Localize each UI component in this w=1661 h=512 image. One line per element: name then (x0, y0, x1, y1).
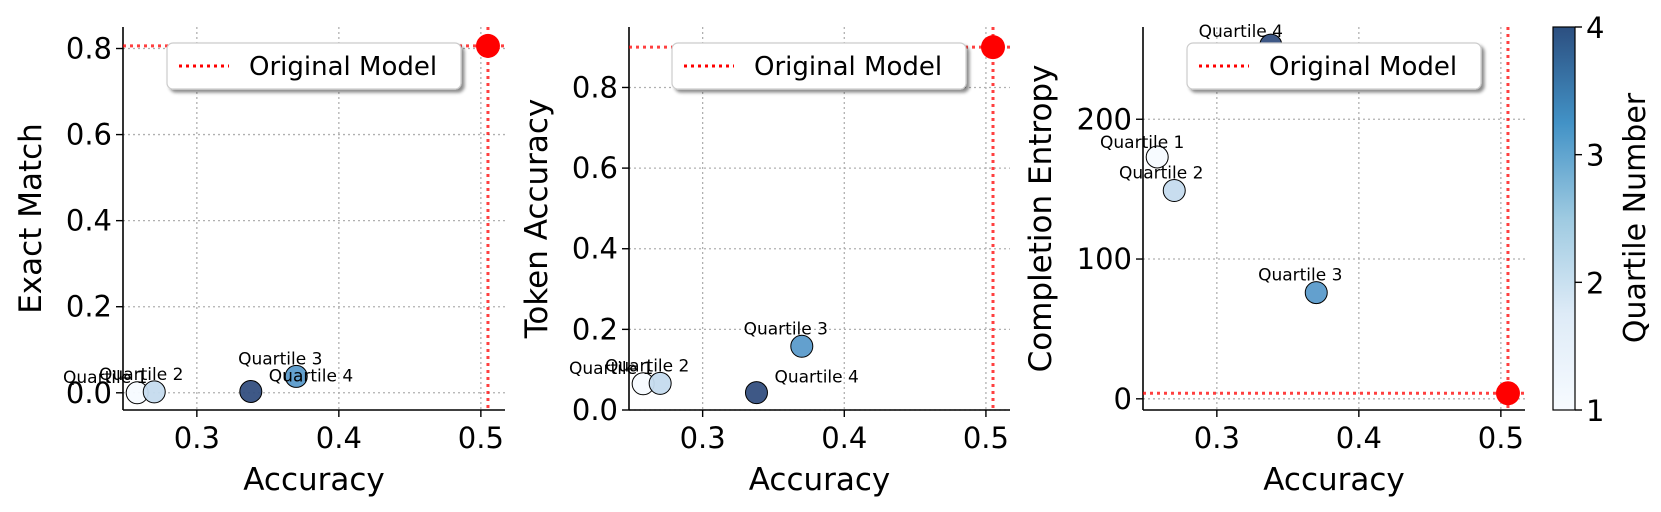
data-label-quartile-4: Quartile 4 (774, 368, 858, 388)
data-label-quartile-1: Quartile 1 (569, 359, 653, 379)
y-tick-label: 200 (1077, 102, 1132, 136)
y-axis-label: Completion Entropy (1023, 65, 1059, 373)
x-tick-label: 0.3 (174, 421, 220, 455)
y-tick-label: 0.6 (572, 151, 618, 185)
data-point-quartile-2 (648, 371, 672, 395)
colorbar: 1 2 3 4 Quartile Number (1552, 11, 1653, 428)
data-label-quartile-2: Quartile 2 (1119, 164, 1203, 184)
reference-point (1495, 381, 1520, 406)
x-tick-label: 0.4 (821, 421, 867, 455)
y-axis-label: Token Accuracy (519, 99, 555, 340)
x-axis-label: Accuracy (749, 462, 891, 498)
colorbar-tick-label: 1 (1586, 394, 1604, 428)
y-tick-label: 0.0 (572, 393, 618, 427)
data-label-quartile-2: Quartile 2 (605, 356, 689, 376)
data-point-quartile-3 (1304, 281, 1328, 305)
legend: Original Model (1186, 42, 1482, 90)
y-axis-label: Exact Match (13, 123, 49, 314)
data-point-quartile-3 (284, 364, 308, 388)
legend-box (1186, 42, 1482, 90)
legend: Original Model (671, 42, 967, 90)
data-label-quartile-2: Quartile 2 (99, 365, 183, 385)
data-label-quartile-3: Quartile 3 (1258, 266, 1342, 286)
data-point-quartile-4 (239, 379, 263, 403)
data-label-quartile-3: Quartile 3 (238, 349, 322, 369)
y-tick-label: 0.4 (66, 204, 112, 238)
panel-3: 0.3 0.4 0.5 0 100 200 Accuracy Completion Entro… (1023, 22, 1525, 498)
x-tick-label: 0.4 (1336, 421, 1382, 455)
x-tick-label: 0.5 (1478, 421, 1524, 455)
colorbar-tick-label: 4 (1586, 11, 1604, 45)
y-tick-label: 0.0 (66, 376, 112, 410)
y-tick-label: 0 (1114, 382, 1132, 416)
data-label-quartile-3: Quartile 3 (744, 319, 828, 339)
x-axis-label: Accuracy (1263, 462, 1405, 498)
panel-1: 0.3 0.4 0.5 0.0 0.2 0.4 0.6 0.8 Accuracy Exact Ma… (13, 27, 505, 498)
x-tick-label: 0.4 (316, 421, 362, 455)
legend: Original Model (166, 42, 462, 90)
x-axis-label: Accuracy (243, 462, 385, 498)
data-label-quartile-1: Quartile 1 (1100, 133, 1184, 153)
data-point-quartile-2 (1162, 179, 1186, 203)
colorbar-tick-label: 3 (1586, 139, 1604, 173)
y-tick-label: 100 (1077, 242, 1132, 276)
data-point-quartile-3 (790, 334, 814, 358)
y-tick-label: 0.2 (572, 312, 618, 346)
reference-point (475, 33, 500, 58)
legend-label: Original Model (249, 52, 437, 82)
legend-box (671, 42, 967, 90)
data-point-quartile-4 (744, 381, 768, 405)
colorbar-label: Quartile Number (1618, 92, 1653, 343)
legend-box (166, 42, 462, 90)
y-tick-label: 0.6 (66, 118, 112, 152)
legend-label: Original Model (754, 52, 942, 82)
x-tick-label: 0.5 (963, 421, 1009, 455)
y-tick-label: 0.8 (66, 32, 112, 66)
data-point-quartile-2 (142, 380, 166, 404)
data-label-quartile-1: Quartile 1 (63, 368, 147, 388)
x-tick-label: 0.3 (1194, 421, 1240, 455)
y-tick-label: 0.4 (572, 232, 618, 266)
colorbar-tick-label: 2 (1586, 266, 1604, 300)
panel-2: 0.3 0.4 0.5 0.0 0.2 0.4 0.6 0.8 Accuracy Token Ac… (519, 27, 1010, 498)
colorbar-gradient (1552, 26, 1576, 411)
data-point-quartile-1 (1145, 145, 1169, 169)
reference-point (981, 35, 1006, 60)
y-tick-label: 0.2 (66, 290, 112, 324)
legend-label: Original Model (1269, 52, 1457, 82)
x-tick-label: 0.5 (458, 421, 504, 455)
x-tick-label: 0.3 (680, 421, 726, 455)
data-label-quartile-4: Quartile 4 (1199, 22, 1283, 42)
y-tick-label: 0.8 (572, 70, 618, 104)
data-label-quartile-4: Quartile 4 (269, 366, 353, 386)
